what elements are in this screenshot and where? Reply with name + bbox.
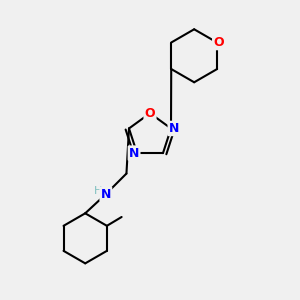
Text: N: N [100,188,111,201]
Text: O: O [213,36,224,49]
Text: O: O [145,107,155,120]
Text: H: H [94,186,103,196]
Text: N: N [129,147,139,160]
Text: N: N [169,122,179,135]
